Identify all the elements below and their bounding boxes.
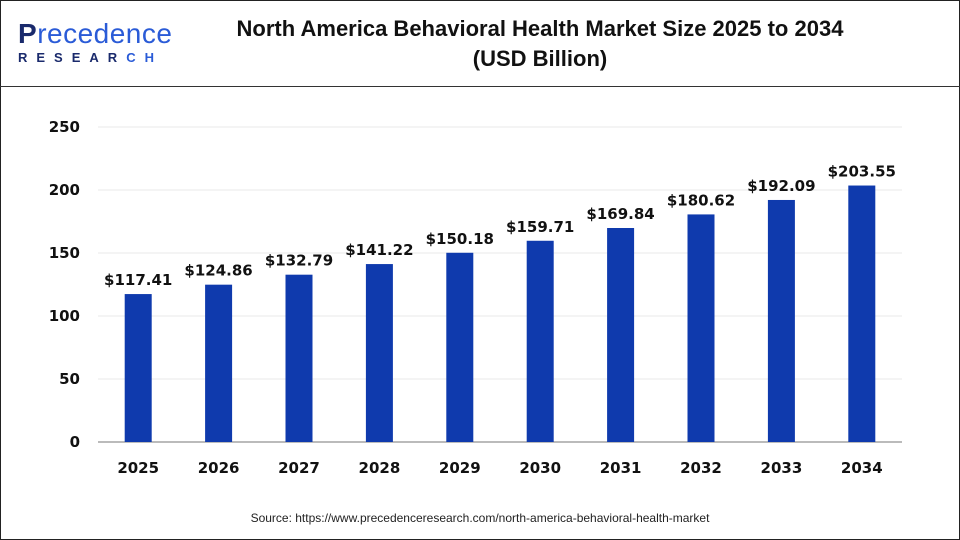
data-label: $150.18	[426, 230, 494, 248]
bar-2030	[526, 240, 554, 442]
data-label: $117.41	[104, 271, 172, 289]
data-label: $180.62	[667, 191, 735, 209]
bar-2026	[205, 284, 233, 442]
bar-2027	[285, 274, 313, 442]
chart-title: North America Behavioral Health Market S…	[190, 14, 890, 74]
bar-2025	[124, 294, 152, 442]
data-label: $124.86	[184, 262, 252, 280]
data-label: $192.09	[747, 177, 815, 195]
bar-2029	[446, 252, 474, 442]
y-tick-label: 0	[70, 433, 80, 451]
x-tick-label: 2033	[761, 459, 803, 477]
y-tick-label: 200	[49, 181, 80, 199]
precedence-research-logo: Precedence RESEARCH	[18, 18, 173, 66]
x-tick-label: 2029	[439, 459, 481, 477]
header-divider	[0, 86, 960, 87]
data-label: $203.55	[828, 163, 896, 181]
bar-2034	[848, 185, 876, 443]
data-label: $132.79	[265, 252, 333, 270]
x-tick-label: 2032	[680, 459, 722, 477]
x-tick-label: 2030	[519, 459, 561, 477]
bar-2032	[687, 214, 715, 442]
y-tick-label: 100	[49, 307, 80, 325]
bar-2031	[607, 228, 635, 442]
title-line-1: North America Behavioral Health Market S…	[236, 16, 844, 41]
bar-2033	[767, 199, 795, 442]
title-line-2: (USD Billion)	[472, 46, 608, 71]
y-tick-label: 250	[49, 118, 80, 136]
x-tick-label: 2027	[278, 459, 320, 477]
data-label: $141.22	[345, 241, 413, 259]
x-tick-label: 2031	[600, 459, 642, 477]
x-tick-label: 2034	[841, 459, 883, 477]
data-label: $159.71	[506, 218, 574, 236]
bar-2028	[365, 264, 393, 442]
x-tick-label: 2026	[198, 459, 240, 477]
x-tick-label: 2028	[359, 459, 401, 477]
y-tick-label: 50	[59, 370, 80, 388]
y-tick-label: 150	[49, 244, 80, 262]
source-note: Source: https://www.precedenceresearch.c…	[250, 511, 710, 525]
data-label: $169.84	[586, 205, 654, 223]
x-tick-label: 2025	[117, 459, 159, 477]
